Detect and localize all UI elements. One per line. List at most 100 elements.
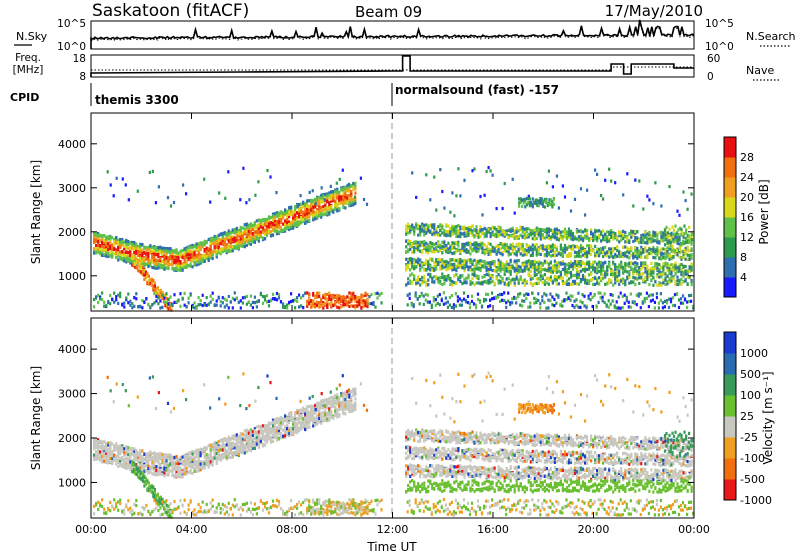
power-cell [561, 267, 564, 272]
power-cell [555, 270, 558, 274]
power-cell [618, 240, 621, 244]
power-cell [245, 226, 248, 230]
power-cell [103, 247, 106, 251]
power-cell [151, 245, 154, 249]
power-cell [437, 276, 440, 280]
power-cell [642, 240, 645, 244]
power-cell [445, 234, 448, 238]
power-cell [97, 239, 100, 244]
power-cell [171, 252, 174, 256]
power-cell [263, 298, 267, 302]
power-cell [586, 262, 589, 266]
power-cell [541, 228, 544, 232]
power-cell [237, 243, 240, 248]
power-cell [596, 266, 599, 270]
power-cell [241, 241, 244, 245]
power-cell [294, 215, 297, 219]
power-cell [239, 225, 242, 230]
power-cell [627, 305, 630, 309]
power-cell [346, 194, 349, 198]
power-cell [469, 247, 472, 251]
power-cell [263, 228, 267, 232]
power-cell [109, 246, 112, 250]
power-cell [179, 253, 182, 257]
power-cell [334, 295, 337, 300]
power-cell [513, 277, 516, 281]
power-cell [477, 243, 480, 247]
power-cell [519, 225, 522, 229]
power-cell [312, 291, 315, 296]
power-cell [618, 279, 621, 283]
power-cell [513, 233, 516, 237]
power-cell [497, 234, 500, 238]
power-cell [644, 275, 647, 279]
power-cell [533, 230, 536, 234]
power-cell [459, 260, 462, 264]
power-cell [485, 280, 488, 285]
power-cell [479, 268, 482, 273]
power-cell [292, 210, 295, 214]
power-cell [93, 305, 96, 309]
power-cell [273, 221, 277, 226]
power-cell [235, 243, 238, 247]
power-cell [300, 217, 303, 221]
power-cell [233, 246, 236, 251]
power-cell [459, 279, 462, 284]
power-cell [458, 303, 461, 307]
power-cell [137, 260, 140, 264]
power-cell [441, 258, 444, 262]
power-cell [338, 177, 341, 181]
nave-series [91, 66, 694, 71]
power-cell [569, 251, 573, 256]
power-cell [503, 269, 506, 273]
power-cell [131, 263, 134, 267]
power-cell [487, 263, 490, 267]
power-cell [569, 232, 573, 236]
power-cell [354, 201, 357, 206]
power-cell [495, 227, 498, 232]
power-cell [326, 211, 329, 215]
power-cell [282, 222, 285, 226]
power-cell [306, 302, 309, 306]
power-cell [594, 266, 597, 270]
power-cell [342, 205, 345, 210]
power-cell [300, 296, 303, 300]
power-cell [505, 249, 508, 253]
power-cell [405, 268, 408, 272]
power-cell [612, 262, 615, 266]
power-cell [523, 253, 526, 257]
power-cell [193, 261, 196, 265]
power-cell [525, 279, 528, 284]
power-cell [591, 295, 594, 299]
power-cell [485, 268, 488, 272]
power-cell [468, 306, 472, 310]
power-cell [467, 250, 470, 254]
power-cell [491, 275, 494, 279]
power-cell [598, 254, 601, 258]
power-cell [119, 252, 122, 257]
power-cell [517, 259, 520, 263]
power-cell [471, 169, 474, 173]
power-cell [205, 254, 208, 258]
power-cell [203, 239, 206, 243]
power-cell [311, 189, 314, 193]
power-cell [475, 259, 478, 263]
power-cell [409, 279, 412, 283]
power-cell [634, 261, 637, 265]
power-cell [177, 261, 180, 266]
power-cell [286, 214, 289, 218]
power-cell [511, 277, 514, 281]
power-cell [495, 277, 498, 281]
power-cell [473, 273, 476, 278]
power-cell [425, 227, 428, 231]
power-cell [314, 210, 317, 215]
power-cell [411, 171, 414, 175]
power-cell [549, 228, 552, 232]
power-cell [191, 252, 194, 256]
power-cell [505, 246, 508, 250]
power-cell [448, 303, 451, 307]
power-cell [602, 247, 605, 251]
power-cell [342, 187, 345, 191]
power-cell [183, 256, 186, 260]
power-cell [533, 233, 536, 237]
